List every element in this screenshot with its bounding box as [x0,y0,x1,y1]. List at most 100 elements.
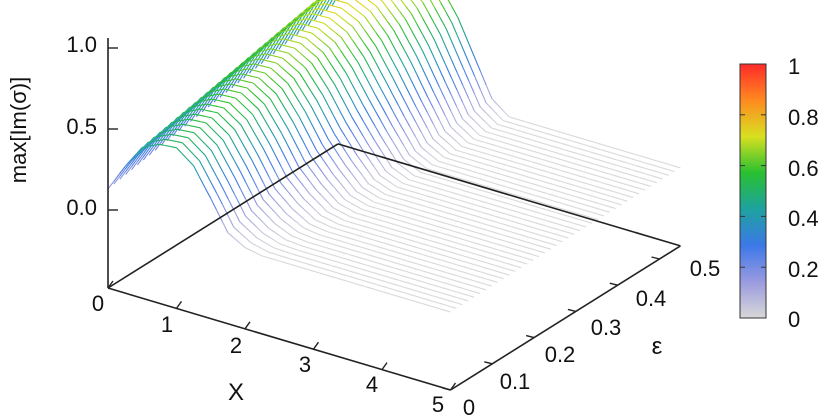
surface-line-segment [485,121,492,129]
surface-line-segment [396,191,403,195]
surface-line-segment [340,64,347,74]
surface-line-segment [334,55,342,66]
surface-line-segment [530,150,537,153]
surface-line-segment [628,157,635,161]
surface-line-segment [273,253,280,257]
surface-line-segment [258,108,265,120]
surface-line-segment [557,217,564,221]
surface-line-segment [339,111,347,123]
surface-line-segment [183,114,191,124]
surface-line-segment [204,155,212,167]
surface-line-segment [257,124,265,135]
surface-line-segment [502,147,509,150]
surface-line-segment [513,150,520,154]
surface-line-segment [391,140,399,151]
surface-line-segment [311,32,319,39]
surface-line-segment [272,44,280,55]
surface-line-segment [622,166,629,170]
surface-line-segment [452,257,459,261]
surface-line-segment [188,113,195,116]
surface-line-segment [357,62,365,74]
surface-line-segment [344,188,351,196]
surface-line-segment [367,210,374,214]
surface-line-segment [292,171,299,180]
surface-line-segment [490,165,497,168]
surface-line-segment [425,184,432,188]
surface-line-segment [239,221,246,228]
surface-line-segment [240,124,247,136]
surface-line-segment [136,151,144,160]
surface-line-segment [472,181,479,185]
surface-line-segment [407,227,414,231]
surface-line-segment [393,278,400,282]
surface-line-segment [438,308,445,311]
surface-line-segment [444,156,451,160]
surface-line-segment [522,240,529,243]
surface-line-segment [450,77,458,91]
surface-line-segment [588,161,595,165]
surface-line-segment [483,174,490,178]
surface-line-segment [476,231,483,235]
surface-line-segment [458,232,465,236]
surface-line-segment [274,188,282,196]
surface-line-segment [440,275,447,279]
surface-line-segment [405,260,412,263]
surface-line-segment [368,158,375,168]
surface-line-segment [193,154,200,162]
surface-line-segment [480,271,487,275]
surface-line-segment [390,201,397,204]
surface-line-segment [311,42,318,49]
surface-line-segment [262,248,269,253]
surface-line-segment [241,86,248,89]
surface-line-segment [313,259,320,263]
surface-line-segment [414,167,422,173]
surface-line-segment [325,252,332,256]
surface-line-segment [391,182,398,188]
surface-line-segment [504,251,511,255]
surface-line-segment [246,119,253,130]
surface-line-segment [171,124,178,127]
surface-line-segment [599,170,606,174]
surface-line-segment [501,168,508,172]
surface-line-segment [558,185,565,189]
surface-line-segment [505,218,512,222]
surface-line-segment [454,192,461,196]
surface-line-segment [534,211,541,214]
surface-line-segment [400,247,407,251]
surface-line-segment [216,144,224,156]
surface-line-segment [485,136,492,140]
surface-line-segment [256,204,264,212]
surface-line-segment [440,254,447,257]
surface-line-segment [417,263,424,267]
surface-line-segment [319,266,326,270]
surface-line-segment [375,19,383,28]
surface-line-segment [280,194,287,203]
surface-line-segment [463,260,470,264]
surface-line-segment [586,204,593,208]
surface-line-segment [355,212,362,216]
surface-line-segment [627,189,634,193]
surface-line-segment [557,212,564,216]
surface-line-segment [401,226,408,229]
surface-line-segment [410,288,417,292]
surface-line-segment [210,182,218,194]
surface-line-segment [468,62,476,77]
surface-line-segment [265,53,272,56]
surface-line-segment [569,205,576,208]
surface-line-segment [559,153,566,157]
surface-line-segment [513,155,520,159]
surface-line-segment [468,97,475,112]
surface-line-segment [389,244,396,247]
surface-line-segment [427,96,434,109]
surface-line-segment [393,283,400,287]
surface-line-segment [443,173,450,176]
surface-line-segment [576,163,583,167]
surface-line-segment [374,140,381,150]
surface-line-segment [485,102,493,110]
surface-line-segment [566,133,573,137]
surface-line-segment [193,132,201,140]
surface-line-segment [542,148,549,151]
surface-line-segment [547,166,554,169]
surface-line-segment [473,120,481,127]
surface-line-segment [429,250,436,254]
